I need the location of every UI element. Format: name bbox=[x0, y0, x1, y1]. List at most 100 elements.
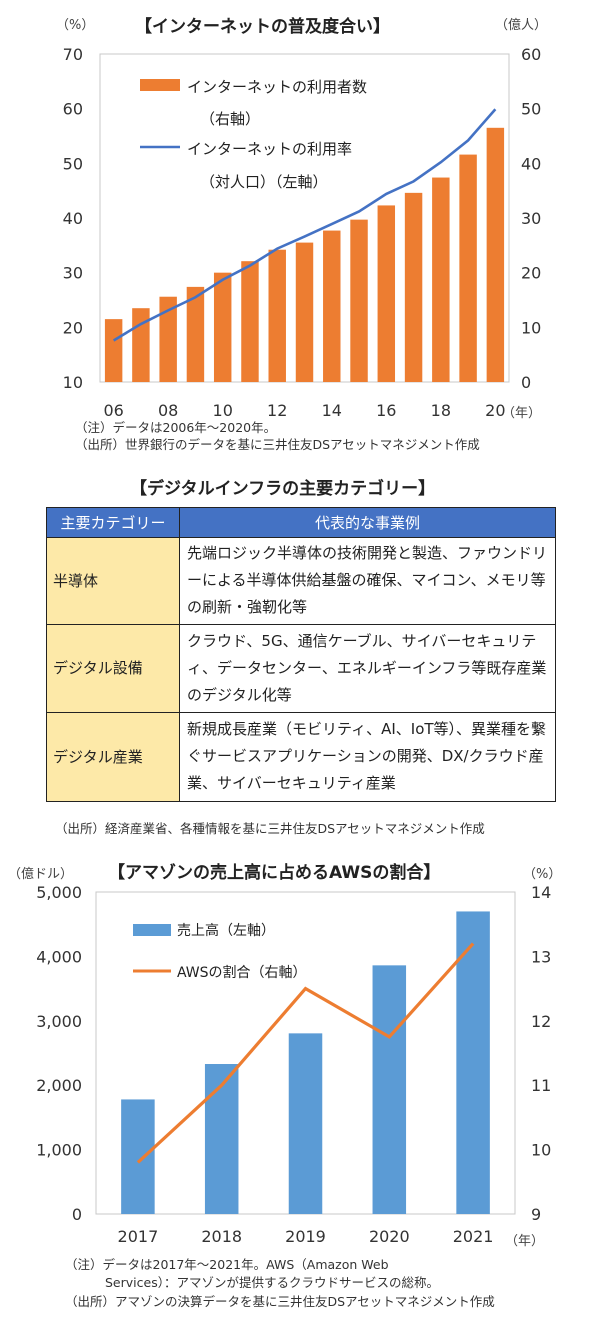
chart2-left-unit: （億ドル） bbox=[8, 867, 74, 882]
table-cell-category: 半導体 bbox=[46, 537, 180, 625]
chart1-x-tick-label: 12 bbox=[267, 401, 287, 420]
chart1-right-tick-label: 30 bbox=[521, 209, 541, 228]
chart2-right-tick-label: 9 bbox=[531, 1205, 541, 1224]
chart2-right-unit: （%） bbox=[523, 867, 562, 882]
chart2-bar bbox=[121, 1099, 155, 1214]
table-header-row: 主要カテゴリー 代表的な事業例 bbox=[46, 507, 556, 538]
chart2-legend-bar-label: 売上高（左軸） bbox=[177, 923, 275, 939]
chart1-x-tick-label: 20 bbox=[485, 401, 505, 420]
chart2-x-tick-label: 2017 bbox=[118, 1227, 159, 1246]
table-header-category: 主要カテゴリー bbox=[46, 507, 180, 538]
table-row: デジタル設備 クラウド、5G、通信ケーブル、サイバーセキュリティ、データセンター… bbox=[46, 624, 556, 713]
table-cell-examples: 新規成長産業（モビリティ、AI、IoT等）、異業種を繋ぐサービスアプリケーション… bbox=[179, 712, 556, 802]
chart1-note-2: （出所）世界銀行のデータを基に三井住友DSアセットマネジメント作成 bbox=[75, 437, 480, 452]
chart2-left-tick-label: 2,000 bbox=[36, 1076, 82, 1095]
chart2-title: 【アマゾンの売上高に占めるAWSの割合】 bbox=[108, 863, 441, 883]
chart2-bar bbox=[372, 965, 407, 1214]
chart1-left-tick-label: 20 bbox=[63, 318, 83, 337]
table-cell-category: デジタル設備 bbox=[46, 624, 180, 713]
table-title: 【デジタルインフラの主要カテゴリー】 bbox=[130, 479, 436, 499]
chart1-bar bbox=[159, 296, 177, 382]
chart1-title: 【インターネットの普及度合い】 bbox=[135, 17, 390, 37]
chart1-bar bbox=[377, 205, 396, 382]
chart1-left-tick-label: 10 bbox=[63, 373, 83, 392]
chart1-right-tick-label: 20 bbox=[521, 264, 541, 283]
chart1-svg: 10 20 30 40 50 60 70 0 10 20 30 40 50 60 06 08 10 12 14 1… bbox=[63, 45, 542, 420]
chart1-series-line bbox=[112, 108, 497, 342]
chart1-right-tick-label: 10 bbox=[521, 318, 541, 337]
chart1-bar bbox=[241, 261, 259, 382]
chart2-note-2: Services）：アマゾンが提供するクラウドサービスの総称。 bbox=[105, 1275, 439, 1290]
table-header-examples: 代表的な事業例 bbox=[179, 507, 556, 538]
chart1-bar bbox=[132, 308, 150, 382]
chart1-x-unit: （年） bbox=[502, 406, 542, 421]
chart2-right-tick-label: 11 bbox=[531, 1076, 551, 1095]
chart2-note-1: （注）データは2017年～2021年。AWS（Amazon Web bbox=[65, 1257, 389, 1272]
chart1-x-tick-label: 16 bbox=[376, 401, 396, 420]
chart1-bar bbox=[323, 230, 341, 382]
chart1-left-tick-label: 60 bbox=[63, 100, 83, 119]
chart2-bar bbox=[456, 911, 490, 1214]
chart2-legend-bar-swatch bbox=[133, 924, 171, 936]
chart1-left-tick-label: 30 bbox=[63, 264, 83, 283]
chart1-right-tick-label: 60 bbox=[521, 45, 541, 64]
category-table: 主要カテゴリー 代表的な事業例 半導体 先端ロジック半導体の技術開発と製造、ファ… bbox=[46, 507, 556, 802]
table-cell-examples: 先端ロジック半導体の技術開発と製造、ファウンドリーによる半導体供給基盤の確保、マ… bbox=[179, 537, 556, 625]
table-row: 半導体 先端ロジック半導体の技術開発と製造、ファウンドリーによる半導体供給基盤の… bbox=[46, 537, 556, 625]
chart2-x-unit: （年） bbox=[505, 1234, 545, 1249]
chart1-bar bbox=[213, 272, 232, 382]
chart1-legend-line-label: インターネットの利用率 bbox=[187, 140, 353, 158]
chart1-x-tick-label: 08 bbox=[158, 401, 178, 420]
table-row: デジタル産業 新規成長産業（モビリティ、AI、IoT等）、異業種を繋ぐサービスア… bbox=[46, 712, 556, 802]
chart1-legend-bar-swatch bbox=[140, 79, 180, 91]
chart2-left-tick-label: 4,000 bbox=[36, 947, 82, 966]
chart1-right-tick-label: 40 bbox=[521, 154, 541, 173]
chart2-right-tick-label: 14 bbox=[531, 883, 551, 902]
category-table-wrap: 主要カテゴリー 代表的な事業例 半導体 先端ロジック半導体の技術開発と製造、ファ… bbox=[46, 507, 556, 802]
chart1-legend-line-axis: （対人口）（左軸） bbox=[200, 173, 328, 191]
chart1-bar bbox=[104, 319, 123, 382]
chart2-bar bbox=[204, 1064, 239, 1214]
chart1-bar bbox=[186, 286, 205, 382]
chart1-bar bbox=[295, 242, 314, 382]
chart1-right-tick-label: 0 bbox=[521, 373, 531, 392]
chart2-x-tick-label: 2021 bbox=[453, 1227, 494, 1246]
chart1-left-tick-label: 40 bbox=[63, 209, 83, 228]
chart1-note-1: （注）データは2006年～2020年。 bbox=[75, 420, 277, 435]
chart1-right-tick-label: 50 bbox=[521, 100, 541, 119]
chart2-note-3: （出所）アマゾンの決算データを基に三井住友DSアセットマネジメント作成 bbox=[65, 1294, 495, 1309]
chart2-right-tick-label: 12 bbox=[531, 1012, 551, 1031]
chart1-legend-bar-axis: （右軸） bbox=[200, 110, 261, 128]
chart1-bar bbox=[404, 192, 423, 382]
chart1-x-tick-label: 10 bbox=[213, 401, 233, 420]
chart2-svg: 0 1,000 2,000 3,000 4,000 5,000 9 10 11 12 13 14 2… bbox=[36, 883, 551, 1246]
chart1-left-unit: （%） bbox=[56, 18, 95, 33]
chart1-left-tick-label: 70 bbox=[63, 45, 83, 64]
chart2-x-tick-label: 2020 bbox=[369, 1227, 410, 1246]
chart2-left-tick-label: 1,000 bbox=[36, 1141, 82, 1160]
chart1-bar bbox=[432, 177, 450, 382]
chart2-left-tick-label: 0 bbox=[72, 1205, 82, 1224]
chart1-legend-bar-label: インターネットの利用者数 bbox=[187, 78, 368, 96]
chart2-series-line bbox=[136, 942, 475, 1164]
chart1-bar bbox=[268, 249, 286, 382]
chart1-right-unit: （億人） bbox=[495, 18, 548, 33]
chart1-x-tick-label: 06 bbox=[103, 401, 123, 420]
chart1-left-tick-label: 50 bbox=[63, 154, 83, 173]
chart2-left-tick-label: 3,000 bbox=[36, 1012, 82, 1031]
chart2-legend-line-label: AWSの割合（右軸） bbox=[177, 965, 307, 981]
chart1-x-tick-label: 14 bbox=[322, 401, 342, 420]
chart2-right-tick-label: 13 bbox=[531, 947, 551, 966]
chart1-bar bbox=[486, 127, 505, 382]
chart2-x-tick-label: 2019 bbox=[285, 1227, 326, 1246]
chart2-x-tick-label: 2018 bbox=[201, 1227, 242, 1246]
chart1-bar bbox=[350, 219, 368, 382]
chart2-left-tick-label: 5,000 bbox=[36, 883, 82, 902]
chart2-bar bbox=[288, 1033, 323, 1214]
chart1-bar bbox=[459, 154, 477, 382]
table-cell-examples: クラウド、5G、通信ケーブル、サイバーセキュリティ、データセンター、エネルギーイ… bbox=[179, 624, 556, 713]
table-cell-category: デジタル産業 bbox=[46, 712, 180, 802]
table-note: （出所）経済産業省、各種情報を基に三井住友DSアセットマネジメント作成 bbox=[55, 821, 485, 836]
chart1-x-tick-label: 18 bbox=[431, 401, 451, 420]
chart2-right-tick-label: 10 bbox=[531, 1141, 551, 1160]
